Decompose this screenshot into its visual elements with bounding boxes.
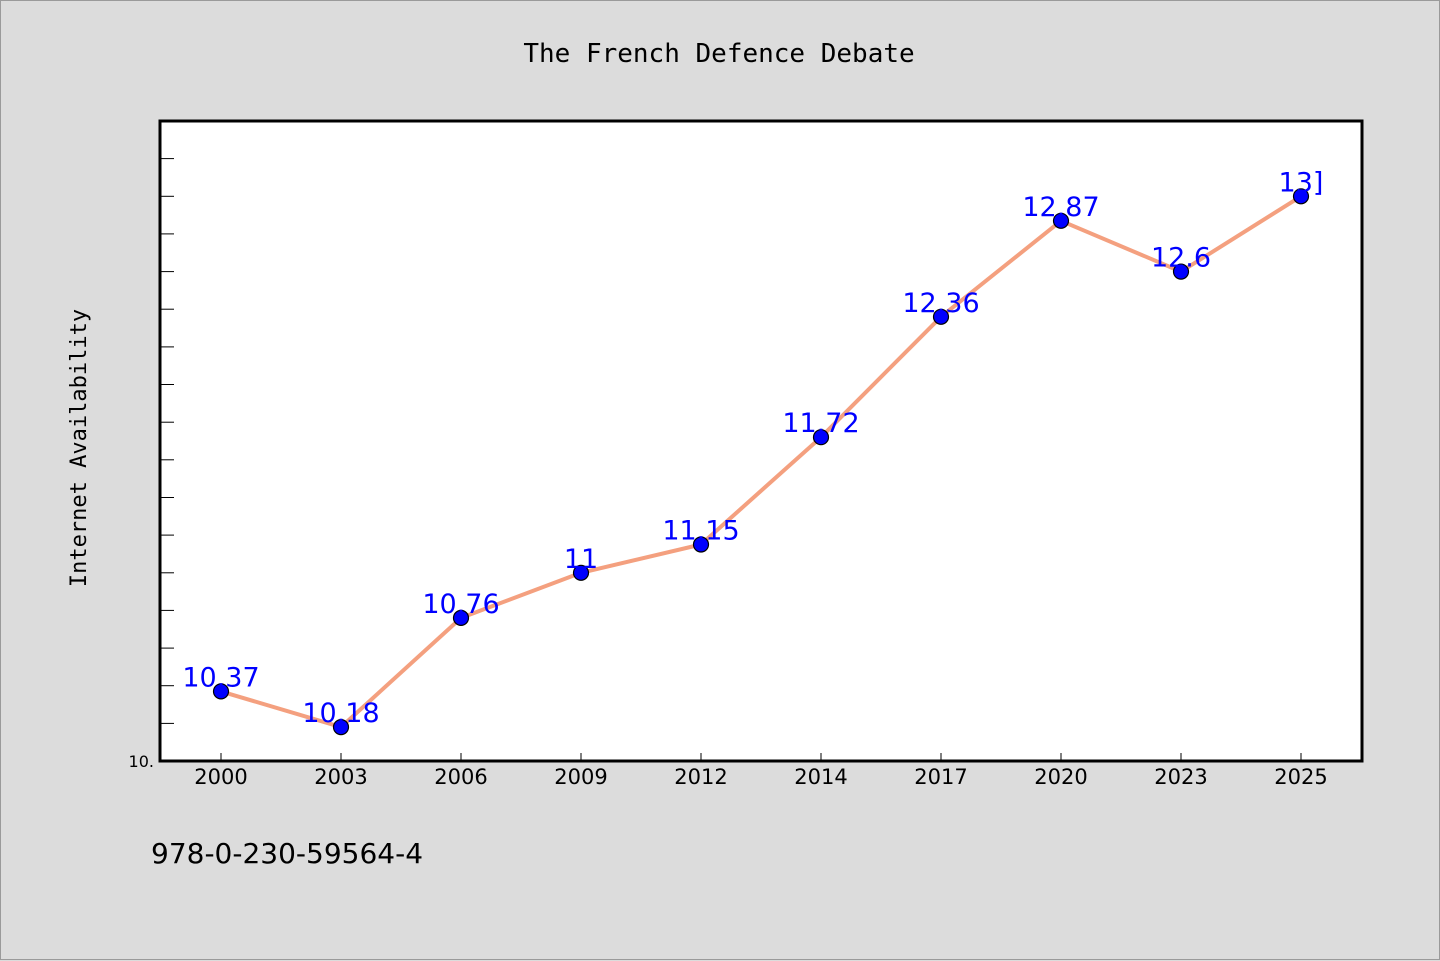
x-tick-label: 2006 (434, 765, 487, 789)
x-tick-label: 2012 (674, 765, 727, 789)
chart-title: The French Defence Debate (523, 39, 914, 69)
footer-text: 978-0-230-59564-4 (151, 837, 423, 870)
data-point (572, 564, 590, 581)
data-point (1292, 188, 1310, 205)
x-tick-label: 2025 (1274, 765, 1327, 789)
x-tick-label: 2003 (314, 765, 367, 789)
y-axis-label: Internet Availability (67, 309, 92, 587)
series-line (220, 194, 1303, 730)
x-tick-label: 2023 (1154, 765, 1207, 789)
data-point (932, 308, 950, 325)
data-point (212, 683, 230, 700)
data-point (692, 536, 710, 553)
data-label: 13] (1279, 167, 1324, 198)
y-tick-label: 10. (129, 752, 154, 771)
data-point (1172, 263, 1190, 280)
data-label: 12.36 (902, 288, 979, 319)
x-tick-label: 2009 (554, 765, 607, 789)
data-labels: 10.37 10.18 10.76 11 11.15 11.72 12.36 12.87 12.… (182, 167, 1323, 729)
x-axis-ticks: 2000 2003 2006 2009 2012 2014 2017 2020 2023 2025 (194, 753, 1328, 789)
x-tick-label: 2017 (914, 765, 967, 789)
data-point (812, 429, 830, 446)
y-axis-ticks (160, 120, 174, 724)
plot-area (158, 119, 1364, 763)
data-label: 11 (564, 544, 598, 575)
data-label: 11.72 (782, 408, 859, 439)
data-label: 10.18 (302, 698, 379, 729)
data-label: 10.37 (182, 662, 259, 693)
series-markers (212, 188, 1310, 736)
data-point (332, 718, 350, 736)
x-tick-label: 2014 (794, 765, 847, 789)
data-point (452, 609, 470, 627)
data-point (1052, 212, 1070, 229)
data-label: 11.15 (662, 516, 739, 547)
data-label: 10.76 (422, 589, 499, 620)
x-tick-label: 2020 (1034, 765, 1087, 789)
x-tick-label: 2000 (194, 765, 247, 789)
data-label: 12.6 (1151, 243, 1211, 274)
data-label: 12.87 (1022, 192, 1099, 223)
series-line-group (220, 194, 1303, 730)
